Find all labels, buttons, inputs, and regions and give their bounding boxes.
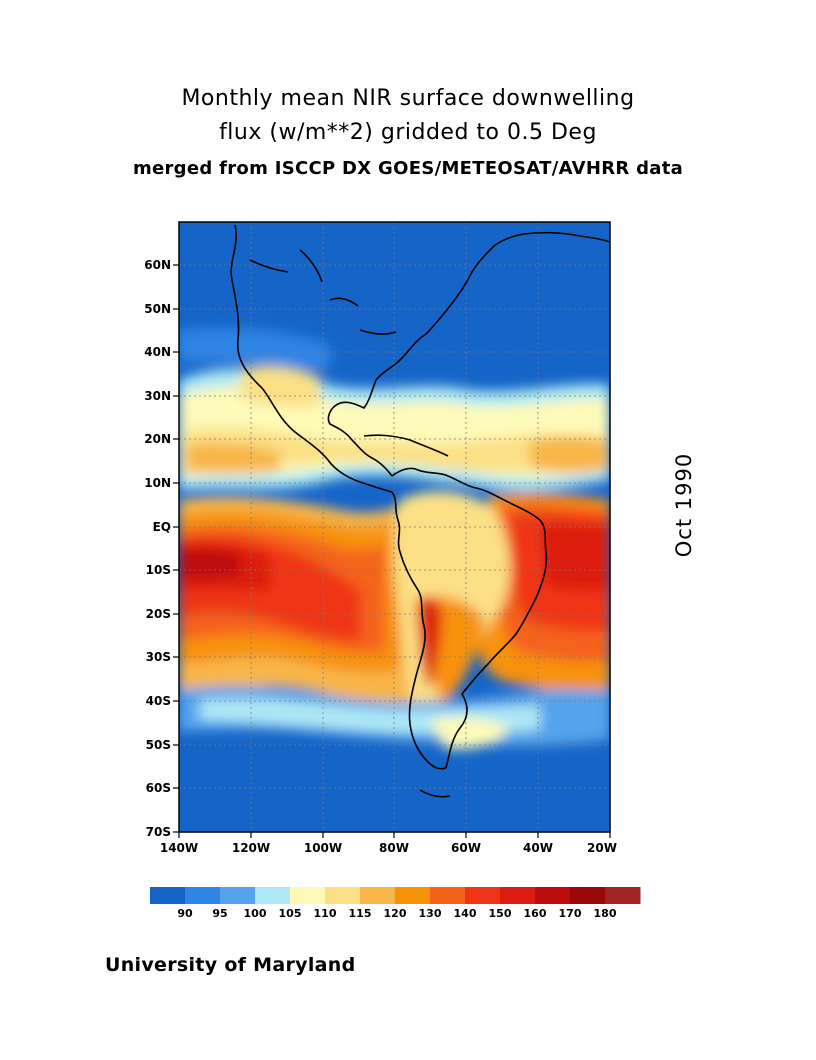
coast-caribbean — [363, 434, 449, 457]
lat-label: 10S — [146, 563, 171, 577]
colorbar-swatch — [325, 887, 361, 904]
lon-label: 80W — [379, 841, 409, 855]
flux-field — [179, 222, 610, 832]
lat-label: 40N — [144, 345, 171, 359]
colorbar-swatch — [535, 887, 571, 904]
lat-label: 60S — [146, 781, 171, 795]
colorbar-label: 150 — [489, 907, 512, 920]
colorbar-swatch — [465, 887, 501, 904]
lat-label: 20S — [146, 607, 171, 621]
colorbar-swatch — [570, 887, 606, 904]
coast-west-north-america — [230, 224, 393, 493]
colorbar-label: 110 — [314, 907, 337, 920]
colorbar-swatch — [290, 887, 326, 904]
colorbar-label: 105 — [279, 907, 302, 920]
lon-label: 100W — [304, 841, 342, 855]
colorbar-label: 170 — [559, 907, 582, 920]
colorbar-swatch — [150, 887, 186, 904]
colorbar-label: 115 — [349, 907, 372, 920]
lat-label: EQ — [153, 520, 171, 534]
lon-label: 20W — [587, 841, 617, 855]
lat-label: 30N — [144, 389, 171, 403]
lat-label: 50S — [146, 738, 171, 752]
coastlines — [230, 224, 610, 798]
colorbar-label: 120 — [384, 907, 407, 920]
title-line-1: Monthly mean NIR surface downwelling — [181, 86, 635, 111]
colorbar-swatch — [185, 887, 221, 904]
lat-label: 70S — [146, 825, 171, 839]
colorbar-swatch — [395, 887, 431, 904]
colorbar-swatch — [500, 887, 536, 904]
coast-canada-detail — [249, 249, 397, 335]
flux-contours — [179, 328, 610, 750]
colorbar-label: 90 — [177, 907, 193, 920]
colorbar-label: 160 — [524, 907, 547, 920]
lat-label: 50N — [144, 302, 171, 316]
lat-label: 60N — [144, 258, 171, 272]
lon-label: 40W — [523, 841, 553, 855]
lon-label: 120W — [232, 841, 270, 855]
lat-label: 40S — [146, 694, 171, 708]
colorbar-swatch — [360, 887, 396, 904]
date-label: Oct 1990 — [672, 452, 696, 558]
lat-label: 20N — [144, 432, 171, 446]
colorbar-label: 140 — [454, 907, 477, 920]
title-line-2: flux (w/m**2) gridded to 0.5 Deg — [219, 120, 597, 145]
map-grid — [179, 222, 610, 832]
lat-labels: 60N 50N 40N 30N 20N 10N EQ 10S 20S 30S 4… — [144, 258, 171, 839]
lon-label: 60W — [451, 841, 481, 855]
tick-marks — [173, 264, 611, 838]
credit-text: University of Maryland — [105, 954, 356, 976]
colorbar-label: 95 — [212, 907, 227, 920]
coast-east-north-america — [327, 231, 610, 477]
colorbar-swatch — [255, 887, 291, 904]
lat-label: 30S — [146, 650, 171, 664]
lon-label: 140W — [160, 841, 198, 855]
coast-east-south-america — [391, 467, 548, 769]
lon-labels: 140W 120W 100W 80W 60W 40W 20W — [160, 841, 617, 855]
colorbar-swatch — [220, 887, 256, 904]
colorbar-swatch — [430, 887, 466, 904]
coast-tierra-del-fuego — [419, 789, 451, 798]
colorbar-label: 130 — [419, 907, 442, 920]
colorbar-label: 180 — [594, 907, 617, 920]
colorbar-label: 100 — [244, 907, 267, 920]
lat-label: 10N — [144, 476, 171, 490]
title-line-3: merged from ISCCP DX GOES/METEOSAT/AVHRR… — [132, 158, 684, 179]
colorbar-swatch — [605, 887, 641, 904]
coast-west-south-america — [391, 491, 447, 770]
colorbar: 90 95 100 105 110 115 120 130 140 150 160 170 180 — [150, 887, 641, 920]
